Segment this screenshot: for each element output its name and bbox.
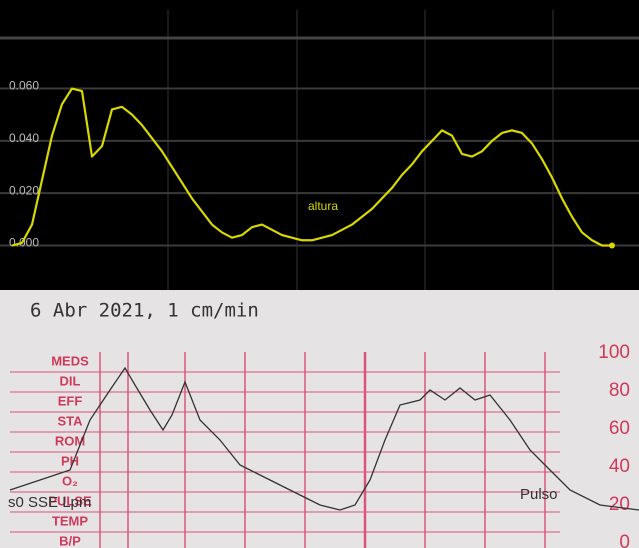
y-tick-label: 0.020	[9, 183, 39, 197]
row-label: STA	[57, 413, 83, 428]
right-note: Pulso	[520, 486, 558, 503]
scale-label: 80	[609, 380, 630, 401]
row-label: EFF	[58, 393, 83, 408]
scale-label: 20	[609, 494, 630, 515]
left-note: s0 SSE Lpm	[8, 494, 91, 511]
page: 0.0000.0200.0400.060altura 6 Abr 2021, 1…	[0, 0, 639, 548]
y-tick-label: 0.060	[9, 79, 39, 93]
row-label: ROM	[55, 433, 85, 448]
row-label: B/P	[59, 533, 81, 548]
scale-label: 100	[598, 342, 630, 363]
scale-label: 0	[619, 532, 630, 548]
row-label: DIL	[60, 373, 81, 388]
scale-label: 60	[609, 418, 630, 439]
row-label: O₂	[62, 473, 78, 488]
scale-label: 40	[609, 456, 630, 477]
line-label: altura	[308, 199, 338, 213]
end-point	[609, 243, 615, 249]
row-label: TEMP	[52, 513, 88, 528]
y-tick-label: 0.040	[9, 131, 39, 145]
row-label: MEDS	[51, 353, 89, 368]
strip-caption: 6 Abr 2021, 1 cm/min	[30, 300, 259, 322]
paper-strip	[0, 290, 639, 548]
